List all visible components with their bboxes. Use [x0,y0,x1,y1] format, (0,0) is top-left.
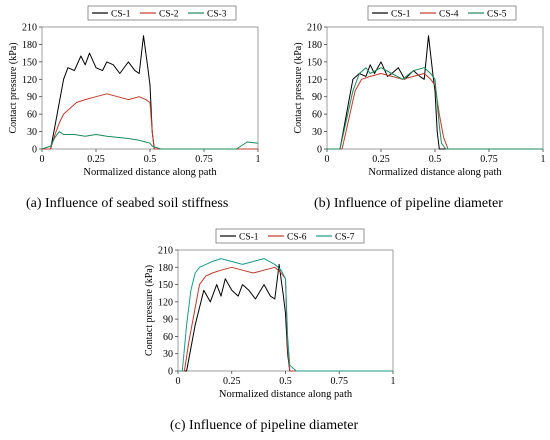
y-tick-label: 120 [307,75,322,86]
series-line-cs-2 [42,93,258,150]
x-tick-label: 0.25 [223,376,241,387]
series-line-cs-1 [178,263,393,372]
y-tick-label: 120 [158,297,173,308]
y-tick-label: 90 [27,92,37,103]
x-tick-label: 0.25 [372,154,390,165]
y-tick-label: 150 [307,57,322,68]
legend-label-cs-2: CS-2 [159,10,179,20]
x-tick-label: 1 [256,154,261,165]
y-tick-label: 150 [158,280,173,291]
y-axis-label: Contact pressure (kPa) [144,265,155,356]
series-line-cs-5 [327,67,543,150]
x-tick-label: 0.5 [144,154,157,165]
legend-label-cs-7: CS-7 [335,233,355,243]
caption-a: (a) Influence of seabed soil stiffness [26,196,229,211]
series-line-cs-4 [327,73,543,150]
y-tick-label: 210 [158,246,173,257]
legend-label-cs-4: CS-4 [439,10,459,20]
legend-box [87,5,237,21]
legend-label-cs-1: CS-1 [111,10,131,20]
chart-panel-2: 0 30 60 90 120 150 180 210 0 0.25 0.5 0.75 1 Normaliz… [293,5,546,178]
series-line-cs-3 [41,131,259,150]
legend-label-cs-1: CS-1 [239,233,259,243]
y-tick-label: 0 [168,367,173,378]
legend-label-cs-3: CS-3 [207,10,227,20]
y-axis-label: Contact pressure (kPa) [293,42,304,133]
x-tick-label: 0.75 [480,154,498,165]
legend-label-cs-5: CS-5 [487,10,507,20]
x-tick-label: 0 [40,154,45,165]
x-tick-label: 0.5 [429,154,442,165]
series-line-cs-1 [327,35,543,150]
legend: CS-1 CS-2 CS-3 [87,5,237,21]
y-tick-label: 210 [22,23,37,34]
legend: CS-1 CS-6 CS-7 [215,228,365,244]
legend-label-cs-1: CS-1 [391,10,411,20]
y-tick-label: 30 [163,349,173,360]
y-tick-label: 180 [307,40,322,51]
y-tick-label: 180 [22,40,37,51]
y-tick-label: 180 [158,263,173,274]
legend-box [367,5,517,21]
series-line-cs-7 [178,258,393,372]
legend: CS-1 CS-4 CS-5 [367,5,517,21]
y-tick-label: 60 [312,110,322,121]
x-axis-label: Normalized distance along path [83,167,217,178]
y-tick-label: 60 [27,110,37,121]
series-line-cs-6 [178,266,393,372]
y-tick-label: 60 [163,332,173,343]
y-tick-label: 150 [22,57,37,68]
x-tick-label: 0.25 [87,154,105,165]
y-axis-label: Contact pressure (kPa) [8,42,19,133]
caption-c: (c) Influence of pipeline diameter [170,418,359,433]
y-tick-label: 30 [312,127,322,138]
x-tick-label: 0 [325,154,330,165]
legend-box [215,228,365,244]
x-tick-label: 0 [176,376,181,387]
series-line-cs-1 [42,35,258,150]
x-tick-label: 1 [541,154,546,165]
legend-label-cs-6: CS-6 [287,233,307,243]
x-tick-label: 0.75 [195,154,213,165]
x-axis-label: Normalized distance along path [368,167,502,178]
x-axis-label: Normalized distance along path [219,389,353,400]
caption-b: (b) Influence of pipeline diameter [314,196,503,211]
y-tick-label: 210 [307,23,322,34]
x-tick-label: 0.5 [279,376,292,387]
y-tick-label: 30 [27,127,37,138]
x-tick-label: 0.75 [331,376,349,387]
y-tick-label: 120 [22,75,37,86]
y-tick-label: 0 [317,145,322,156]
y-tick-label: 0 [32,145,37,156]
x-tick-label: 1 [391,376,396,387]
y-tick-label: 90 [163,315,173,326]
y-tick-label: 90 [312,92,322,103]
chart-panel-1: 0 30 60 90 120 150 180 210 0 0.25 0.5 0.75 1 Normaliz… [8,5,261,178]
chart-panel-3: 0 30 60 90 120 150 180 210 0 0.25 0.5 0.75 1 Normaliz… [144,228,396,400]
